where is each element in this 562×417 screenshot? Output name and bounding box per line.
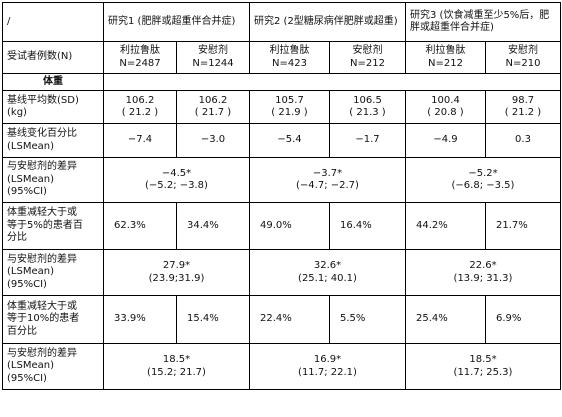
table-row: 体重减轻大于或 等于10%的患者 百分比 33.9% 15.4% 22.4% 5.5… <box>2 295 561 344</box>
pct5-cell: 16.4% <box>329 202 406 250</box>
corner-cell: / <box>2 2 104 42</box>
study1-header: 研究1 (肥胖或超重伴合并症) <box>103 2 250 42</box>
baseline-cell: 100.4( 20.8 ) <box>405 90 486 124</box>
diff2-label: 与安慰剂的差异 (LSMean) (95%CI) <box>2 249 104 296</box>
n-row-label: 受试者例数(N) <box>2 41 104 74</box>
n-cell: 安慰剂 N=1244 <box>176 41 250 74</box>
change-cell: −1.7 <box>329 123 406 158</box>
diff3-cell: 18.5* (15.2; 21.7) <box>103 343 250 390</box>
diff1-cell: −3.7* (−4.7; −2.7) <box>249 157 406 203</box>
change-cell: −5.4 <box>249 123 330 158</box>
pct10-cell: 5.5% <box>329 295 406 344</box>
pct5-cell: 62.3% <box>103 202 177 250</box>
diff2-cell: 32.6* (25.1; 40.1) <box>249 249 406 296</box>
table-row: 体重 <box>2 73 561 91</box>
baseline-cell: 106.2( 21.2 ) <box>103 90 177 124</box>
change-cell: 0.3 <box>485 123 561 158</box>
pct5-cell: 44.2% <box>405 202 486 250</box>
section-title: 体重 <box>2 73 104 91</box>
baseline-cell: 98.7( 21.2 ) <box>485 90 561 124</box>
pct10-label: 体重减轻大于或 等于10%的患者 百分比 <box>2 295 104 344</box>
n-cell: 利拉鲁肽 N=2487 <box>103 41 177 74</box>
change-cell: −4.9 <box>405 123 486 158</box>
baseline-cell: 106.2( 21.7 ) <box>176 90 250 124</box>
diff1-cell: −5.2* (−6.8; −3.5) <box>405 157 561 203</box>
table-row: / 研究1 (肥胖或超重伴合并症) 研究2 (2型糖尿病伴肥胖或超重) 研究3 … <box>2 2 561 42</box>
baseline-label: 基线平均数(SD) (kg) <box>2 90 104 124</box>
diff2-cell: 22.6* (13.9; 31.3) <box>405 249 561 296</box>
change-cell: −7.4 <box>103 123 177 158</box>
pct10-cell: 33.9% <box>103 295 177 344</box>
pct5-label: 体重减轻大于或 等于5%的患者百 分比 <box>2 202 104 250</box>
diff3-label: 与安慰剂的差异 (LSMean) (95%CI) <box>2 343 104 390</box>
pct5-cell: 21.7% <box>485 202 561 250</box>
table-row: 与安慰剂的差异 (LSMean) (95%CI) 18.5* (15.2; 21.7)… <box>2 343 561 390</box>
section-blank <box>103 73 561 91</box>
pct5-cell: 49.0% <box>249 202 330 250</box>
change-label: 基线变化百分比 (LSMean) <box>2 123 104 158</box>
table-row: 受试者例数(N) 利拉鲁肽 N=2487 安慰剂 N=1244 利拉鲁肽 N=423 … <box>2 41 561 74</box>
baseline-cell: 106.5( 21.3 ) <box>329 90 406 124</box>
table-wrapper: / 研究1 (肥胖或超重伴合并症) 研究2 (2型糖尿病伴肥胖或超重) 研究3 … <box>2 2 561 390</box>
study2-header: 研究2 (2型糖尿病伴肥胖或超重) <box>249 2 406 42</box>
pct10-cell: 25.4% <box>405 295 486 344</box>
n-cell: 利拉鲁肽 N=423 <box>249 41 330 74</box>
diff1-cell: −4.5* (−5.2; −3.8) <box>103 157 250 203</box>
n-cell: 安慰剂 N=210 <box>485 41 561 74</box>
diff1-label: 与安慰剂的差异 (LSMean) (95%CI) <box>2 157 104 203</box>
diff3-cell: 16.9* (11.7; 22.1) <box>249 343 406 390</box>
table-row: 与安慰剂的差异 (LSMean) (95%CI) 27.9* (23.9;31.9) … <box>2 249 561 296</box>
diff3-cell: 18.5* (11.7; 25.3) <box>405 343 561 390</box>
pct10-cell: 6.9% <box>485 295 561 344</box>
diff2-cell: 27.9* (23.9;31.9) <box>103 249 250 296</box>
study3-header: 研究3 (饮食减重至少5%后，肥胖或超重伴合并症) <box>405 2 561 42</box>
table-row: 基线平均数(SD) (kg) 106.2( 21.2 ) 106.2( 21.7 … <box>2 90 561 124</box>
pct10-cell: 15.4% <box>176 295 250 344</box>
table-row: 基线变化百分比 (LSMean) −7.4 −3.0 −5.4 −1.7 −4.9… <box>2 123 561 158</box>
table-row: 与安慰剂的差异 (LSMean) (95%CI) −4.5* (−5.2; −3.8)… <box>2 157 561 203</box>
pct5-cell: 34.4% <box>176 202 250 250</box>
n-cell: 利拉鲁肽 N=212 <box>405 41 486 74</box>
n-cell: 安慰剂 N=212 <box>329 41 406 74</box>
table-row: 体重减轻大于或 等于5%的患者百 分比 62.3% 34.4% 49.0% 16.4… <box>2 202 561 250</box>
baseline-cell: 105.7( 21.9 ) <box>249 90 330 124</box>
weight-results-table: / 研究1 (肥胖或超重伴合并症) 研究2 (2型糖尿病伴肥胖或超重) 研究3 … <box>2 2 561 390</box>
change-cell: −3.0 <box>176 123 250 158</box>
pct10-cell: 22.4% <box>249 295 330 344</box>
